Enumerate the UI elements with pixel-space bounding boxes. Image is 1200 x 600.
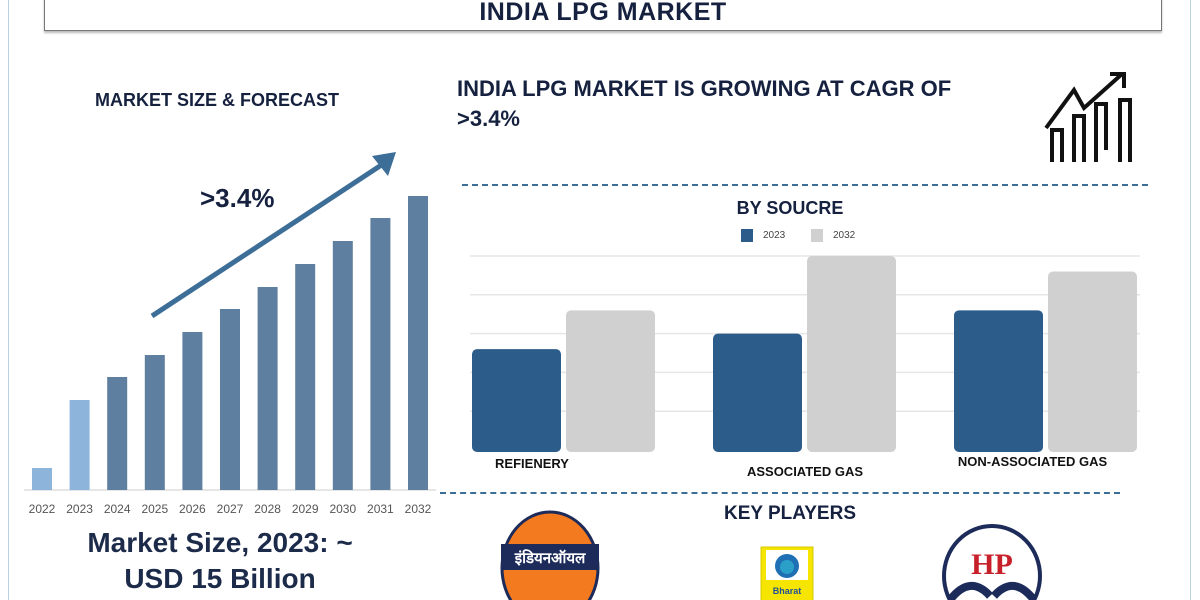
category-label-associated-gas: ASSOCIATED GAS [746, 464, 864, 479]
bar-non-associated-gas-2032 [1048, 271, 1137, 452]
bar-refienery-2023 [472, 349, 561, 452]
hp-logo-text: HP [971, 548, 1013, 581]
year-tick-label: 2024 [103, 502, 131, 516]
market-size-summary: Market Size, 2023: ~ USD 15 Billion [0, 525, 440, 597]
bar-2032 [408, 196, 428, 490]
category-label-non-associated-gas: NON-ASSOCIATED GAS [957, 454, 1108, 469]
bar-associated-gas-2023 [713, 333, 802, 452]
market-size-line1: Market Size, 2023: ~ [87, 527, 353, 558]
year-tick-label: 2030 [329, 502, 357, 516]
bar-2022 [32, 468, 52, 490]
year-tick-label: 2025 [141, 502, 169, 516]
bar-2027 [220, 309, 240, 490]
frame-right [1190, 0, 1191, 600]
growth-label: >3.4% [200, 183, 275, 213]
title-banner: INDIA LPG MARKET [44, 0, 1162, 31]
frame-left [8, 0, 9, 600]
cagr-headline: INDIA LPG MARKET IS GROWING AT CAGR OF >… [457, 76, 952, 131]
divider-bottom [440, 492, 1120, 494]
legend-label-2023: 2023 [763, 230, 786, 241]
legend-swatch-2023 [741, 229, 753, 242]
divider-top [462, 184, 1148, 186]
bar-refienery-2032 [566, 310, 655, 452]
page-title: INDIA LPG MARKET [479, 0, 727, 26]
market-size-line2: USD 15 Billion [124, 563, 316, 594]
legend-label-2032: 2032 [833, 230, 856, 241]
bar-2030 [332, 241, 353, 490]
growth-chart-arrow-icon [1044, 72, 1132, 162]
year-tick-label: 2029 [291, 502, 319, 516]
bar-2031 [370, 218, 391, 490]
bar-associated-gas-2032 [807, 256, 896, 452]
growth-arrow-shaft [150, 159, 388, 319]
market-size-heading: MARKET SIZE & FORECAST [95, 90, 340, 110]
year-tick-label: 2031 [367, 502, 394, 516]
growth-arrow-head [372, 152, 396, 176]
bar-2029 [295, 264, 316, 490]
legend-swatch-2032 [811, 229, 823, 242]
bar-2024 [107, 377, 128, 490]
source-chart-title: BY SOUCRE [736, 198, 844, 218]
bharat-logo-text: Bharat [773, 586, 802, 596]
hp-logo: HP [942, 524, 1042, 600]
year-tick-label: 2023 [66, 502, 93, 516]
indian-oil-logo-text: इंडियनऑयल [514, 549, 586, 567]
year-tick-label: 2028 [254, 502, 281, 516]
year-tick-label: 2022 [28, 502, 56, 516]
indian-oil-logo: इंडियनऑयल [500, 510, 600, 600]
year-tick-label: 2032 [404, 502, 432, 516]
key-players-heading: KEY PLAYERS [724, 503, 856, 524]
category-label-refinery: REFIENERY [495, 456, 569, 471]
bar-2028 [257, 287, 278, 490]
bar-2025 [144, 355, 165, 490]
bar-2026 [182, 332, 203, 490]
year-tick-label: 2027 [216, 502, 244, 516]
source-bar-chart [470, 255, 1140, 452]
bar-non-associated-gas-2023 [954, 310, 1043, 452]
market-forecast-chart [24, 152, 436, 491]
bar-2023 [69, 400, 90, 490]
bharat-petroleum-logo: Bharat [760, 546, 814, 600]
year-tick-label: 2026 [179, 502, 206, 516]
